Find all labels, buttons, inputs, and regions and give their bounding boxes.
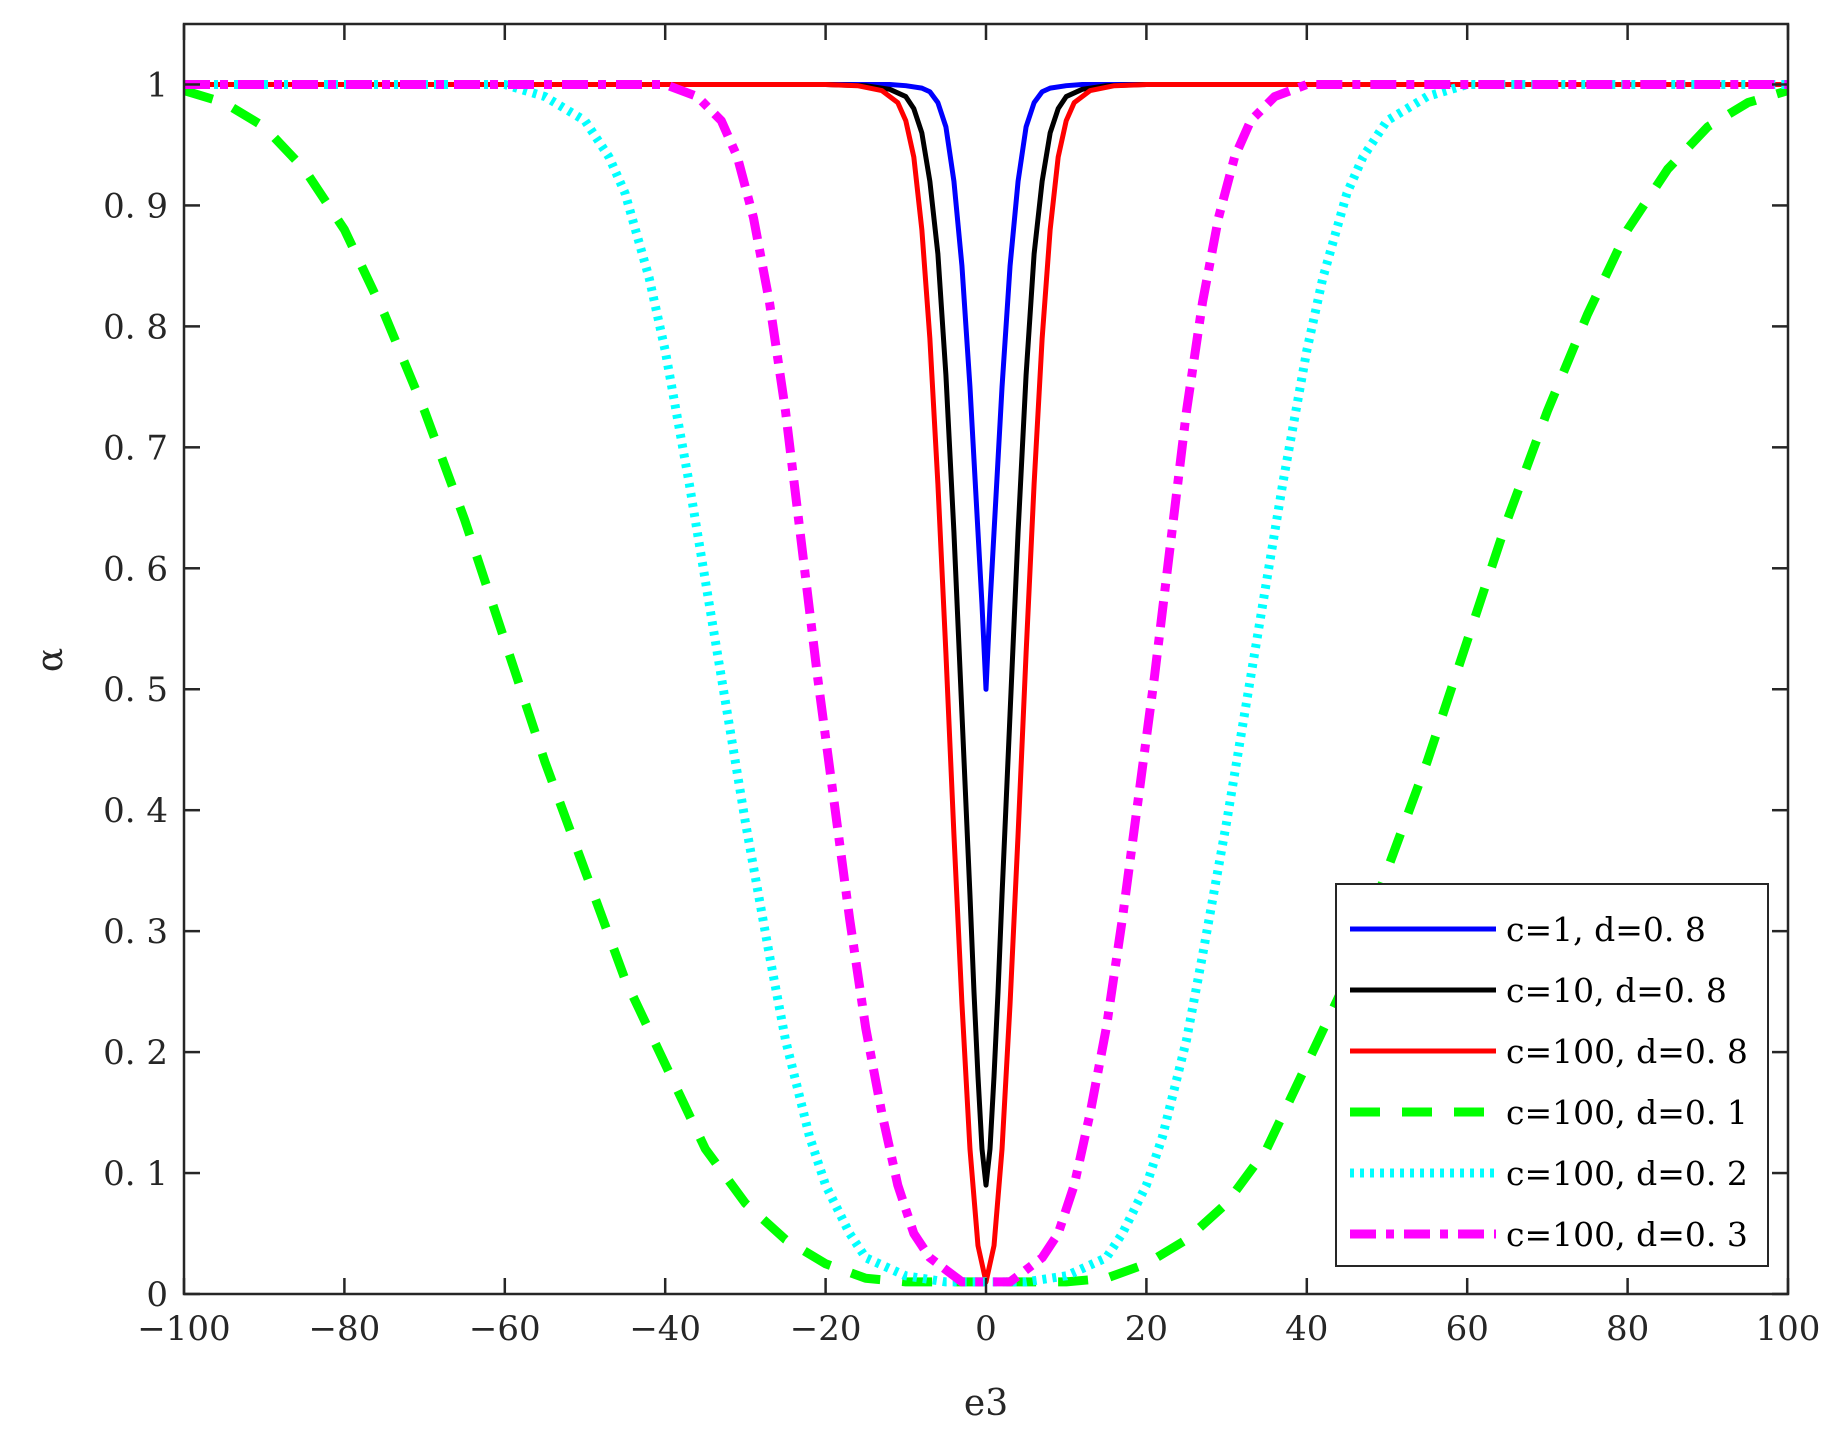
y-tick-label: 0 [146,1275,168,1315]
x-tick-label: −40 [629,1309,701,1349]
series-line-6 [184,79,1788,1287]
x-tick-label: 0 [975,1309,997,1349]
y-axis-label: α [30,648,71,672]
legend-label-1: c=1, d=0. 8 [1506,910,1706,949]
y-tick-label: 0. 1 [103,1154,168,1194]
y-tick-label: 0. 9 [103,186,168,226]
legend-label-5: c=100, d=0. 2 [1506,1154,1748,1193]
series-line-4 [184,86,1788,1287]
x-tick-label: −80 [309,1309,381,1349]
x-tick-label: 80 [1606,1309,1649,1349]
legend-box [1335,883,1769,1267]
x-tick-label: 40 [1285,1309,1328,1349]
y-tick-label: 0. 6 [103,549,168,589]
axes: −100 −80 −60 −40 −20 0 20 40 60 80 100 0 0. 1 0. 2 0. … [103,22,1821,1349]
x-tick-label: 100 [1756,1309,1821,1349]
series-line-2 [184,81,1788,1188]
legend: c=1, d=0. 8 c=10, d=0. 8 c=100, d=0. 8 c=10… [1335,883,1769,1267]
y-tick-label: 0. 3 [103,912,168,952]
x-axis-label: e3 [964,1383,1008,1424]
legend-label-4: c=100, d=0. 1 [1506,1093,1748,1132]
y-tick-label: 0. 2 [103,1033,168,1073]
y-tick-label: 0. 7 [103,428,168,468]
x-tick-label: 20 [1125,1309,1168,1349]
legend-label-3: c=100, d=0. 8 [1506,1032,1748,1071]
y-tick-label: 0. 5 [103,670,168,710]
x-tick-label: 60 [1446,1309,1489,1349]
legend-label-6: c=100, d=0. 3 [1506,1215,1748,1254]
y-tick-label: 0. 4 [103,791,168,831]
x-tick-label: −60 [469,1309,541,1349]
x-tick-label: −100 [137,1309,230,1349]
y-tick-label: 1 [146,65,168,105]
y-tick-label: 0. 8 [103,307,168,347]
legend-label-2: c=10, d=0. 8 [1506,971,1727,1010]
series-line-1 [184,81,1788,692]
x-tick-label: −20 [790,1309,862,1349]
